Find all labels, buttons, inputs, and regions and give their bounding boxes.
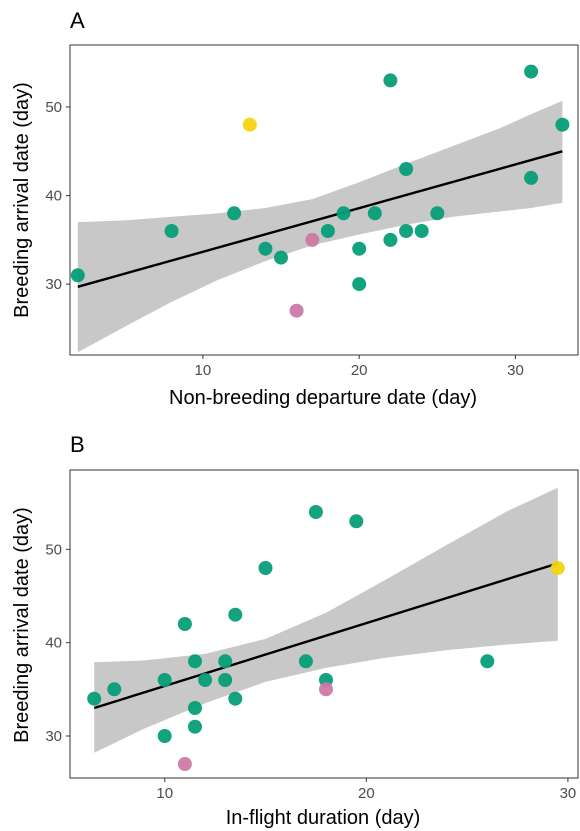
data-point-b [298, 654, 313, 669]
data-point-b [107, 682, 122, 697]
y-tick-label-a: 50 [45, 99, 62, 116]
data-point-b [349, 514, 364, 529]
confidence-band-b [94, 487, 558, 753]
data-point-b [480, 654, 495, 669]
y-axis-title-a: Breeding arrival date (day) [11, 82, 33, 318]
y-axis-title-b: Breeding arrival date (day) [11, 507, 33, 743]
y-tick-label-b: 40 [45, 635, 62, 652]
plot-frame-b [69, 469, 579, 779]
data-point-b [188, 654, 202, 669]
x-axis-title-a: Non-breeding departure date (day) [169, 387, 477, 409]
data-point-a [274, 250, 288, 265]
data-point-b [188, 719, 202, 734]
data-point-a [289, 303, 304, 318]
panel-label-b: B [70, 432, 85, 457]
data-point-a [320, 224, 335, 238]
x-tick-label-b: 10 [156, 785, 173, 802]
data-point-b [188, 701, 202, 715]
data-point-a [352, 241, 367, 256]
regression-line-a [77, 150, 563, 288]
data-point-b [177, 757, 192, 771]
data-point-b [228, 607, 243, 622]
confidence-band-a [77, 100, 563, 353]
panel-b: B In-flight duration (day) Breeding arri… [11, 432, 579, 829]
data-point-b [258, 561, 273, 575]
y-tick-label-b: 30 [45, 728, 62, 745]
data-point-a [383, 73, 398, 88]
y-tick-label-a: 40 [45, 188, 62, 205]
data-point-a [555, 117, 570, 132]
data-point-b [218, 654, 233, 669]
data-point-b [319, 682, 333, 697]
x-tick-label-b: 30 [560, 785, 577, 802]
x-tick-label-a: 30 [507, 362, 524, 379]
data-point-a [430, 206, 445, 221]
regression-line-b [93, 562, 559, 710]
data-point-a [399, 224, 414, 238]
data-point-b [228, 691, 243, 706]
plot-frame-a [69, 44, 579, 356]
data-point-a [305, 232, 320, 247]
data-point-a [524, 170, 539, 185]
data-point-b [308, 505, 323, 519]
data-point-a [227, 206, 242, 221]
y-tick-label-b: 50 [45, 541, 62, 558]
data-point-b [218, 673, 233, 687]
data-point-a [367, 206, 382, 221]
data-point-a [242, 117, 257, 132]
data-point-a [414, 224, 429, 238]
x-tick-label-b: 20 [358, 785, 375, 802]
data-point-a [164, 224, 179, 238]
data-point-a [524, 64, 539, 79]
x-tick-label-a: 20 [351, 362, 368, 379]
x-axis-title-b: In-flight duration (day) [226, 807, 421, 829]
data-point-b [87, 691, 102, 706]
data-point-a [336, 206, 351, 221]
data-point-a [258, 241, 273, 256]
data-point-a [383, 232, 398, 247]
data-point-a [399, 162, 414, 176]
data-point-a [352, 277, 367, 292]
data-point-b [157, 673, 172, 687]
data-point-b [177, 617, 192, 631]
panel-a: A Non-breeding departure date (day) Bree… [11, 8, 579, 409]
data-point-a [70, 268, 85, 283]
x-tick-label-a: 10 [195, 362, 212, 379]
y-tick-label-a: 30 [45, 276, 62, 293]
data-point-b [157, 729, 172, 743]
data-point-b [550, 561, 565, 575]
panel-label-a: A [70, 8, 85, 33]
data-point-b [198, 673, 213, 687]
